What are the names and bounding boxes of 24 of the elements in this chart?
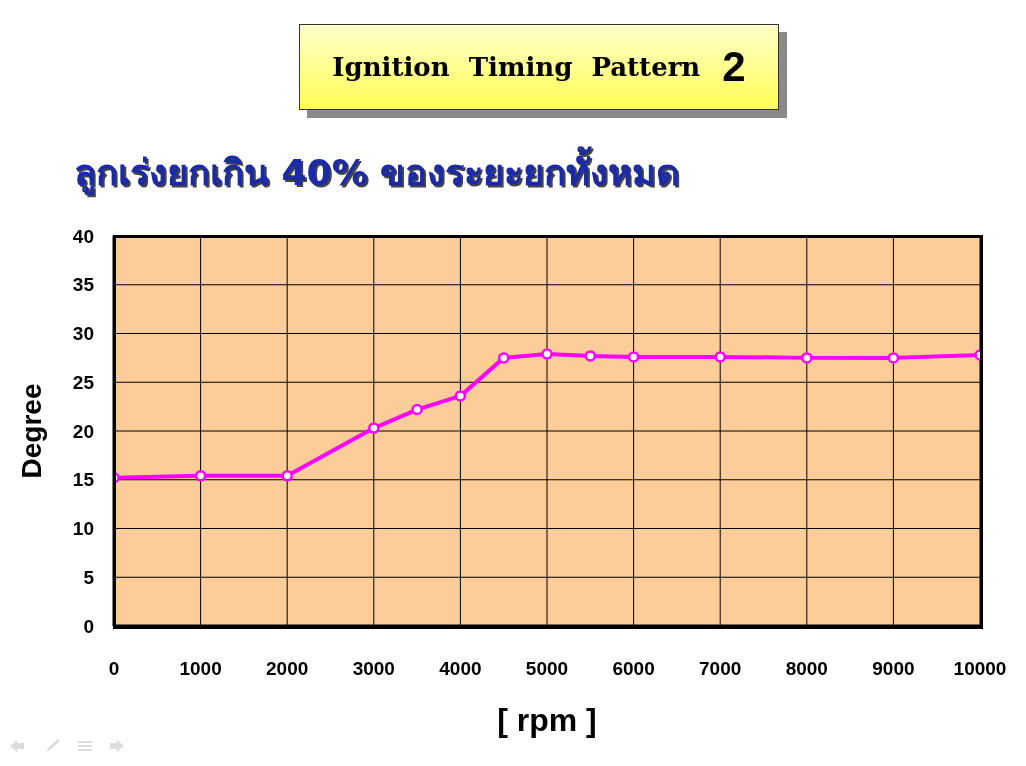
chart-title: Ignition Timing Pattern 2: [332, 43, 746, 91]
x-tick-label: 2000: [266, 658, 309, 680]
y-tick-label: 40: [72, 225, 94, 247]
y-tick-label: 5: [83, 566, 95, 588]
chart-subtitle: ลูกเร่งยกเกิน 40% ของระยะยกทั้งหมด: [74, 145, 680, 198]
y-tick-label: 35: [72, 274, 95, 296]
x-tick-label: 0: [108, 658, 120, 680]
x-tick-label: 3000: [352, 658, 395, 680]
x-tick-label: 7000: [699, 658, 742, 680]
x-tick-label: 8000: [785, 658, 828, 680]
x-axis-title: [ rpm ]: [497, 702, 597, 739]
y-tick-label: 30: [72, 323, 94, 345]
x-tick-label: 6000: [612, 658, 655, 680]
x-tick-label: 10000: [953, 658, 1007, 680]
y-tick-label: 25: [72, 371, 95, 393]
x-tick-label: 1000: [179, 658, 222, 680]
y-tick-label: 15: [72, 469, 95, 491]
y-tick-label: 20: [72, 420, 94, 442]
x-tick-label: 9000: [872, 658, 915, 680]
y-axis-title: Degree: [16, 383, 48, 479]
y-tick-label: 10: [72, 518, 94, 540]
x-tick-label: 5000: [525, 658, 569, 680]
x-tick-label: 4000: [439, 658, 482, 680]
y-tick-label: 0: [83, 615, 94, 637]
